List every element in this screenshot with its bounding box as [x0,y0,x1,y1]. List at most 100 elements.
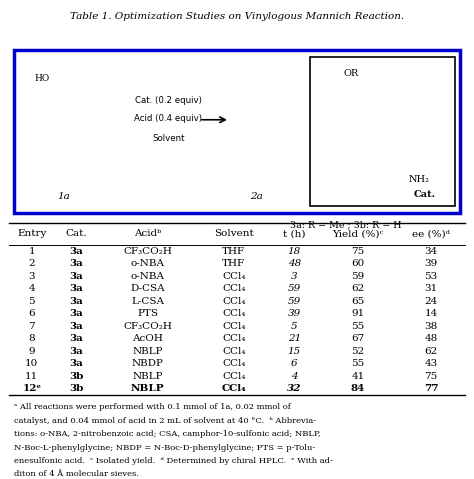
Text: 8: 8 [28,334,35,343]
Text: 41: 41 [351,372,365,381]
Text: 9: 9 [28,347,35,356]
Text: o-NBA: o-NBA [131,272,165,281]
Text: 14: 14 [425,309,438,319]
Text: 24: 24 [425,297,438,306]
Text: 21: 21 [288,334,301,343]
Text: 3b: 3b [69,385,83,393]
Text: CCl₄: CCl₄ [221,385,246,393]
Text: PTS: PTS [137,309,158,319]
Text: 3a: 3a [69,260,83,269]
Text: NBLP: NBLP [131,385,164,393]
Text: 3a: 3a [69,359,83,368]
Text: CCl₄: CCl₄ [222,359,246,368]
Text: 34: 34 [425,247,438,256]
Text: 11: 11 [25,372,38,381]
Text: Acid (0.4 equiv): Acid (0.4 equiv) [134,114,202,123]
Text: enesulfonic acid.  ᶜ Isolated yield.  ᵈ Determined by chiral HPLC.  ᵉ With ad-: enesulfonic acid. ᶜ Isolated yield. ᵈ De… [14,457,333,465]
Text: 52: 52 [351,347,365,356]
Text: NBLP: NBLP [133,347,163,356]
Text: CCl₄: CCl₄ [222,297,246,306]
Text: 67: 67 [351,334,365,343]
Text: 59: 59 [351,272,365,281]
Text: 38: 38 [425,322,438,331]
Text: ee (%)ᵈ: ee (%)ᵈ [412,229,450,239]
Text: t (h): t (h) [283,229,306,239]
Text: Cat.: Cat. [65,229,87,239]
Text: CCl₄: CCl₄ [222,272,246,281]
Text: NBDP: NBDP [132,359,164,368]
Text: 12ᵉ: 12ᵉ [22,385,41,393]
Text: 5: 5 [28,297,35,306]
Text: N-Boc-L-phenylglycine; NBDP = N-Boc-D-phenylglycine; PTS = p-Tolu-: N-Boc-L-phenylglycine; NBDP = N-Boc-D-ph… [14,444,316,452]
Text: Yield (%)ᶜ: Yield (%)ᶜ [332,229,383,239]
Text: 3a: 3a [69,285,83,294]
Text: 60: 60 [351,260,365,269]
Text: 2a: 2a [250,192,262,201]
Text: 39: 39 [288,309,301,319]
Text: 3: 3 [28,272,35,281]
Text: Acidᵇ: Acidᵇ [134,229,162,239]
Text: 62: 62 [351,285,365,294]
Text: 43: 43 [425,359,438,368]
Text: 3a: 3a [69,322,83,331]
Text: 3a: 3a [69,309,83,319]
Text: 55: 55 [351,322,365,331]
Text: 1a: 1a [58,192,70,201]
Text: 3a: R = Me ; 3b: R = H: 3a: R = Me ; 3b: R = H [290,220,402,229]
Text: 62: 62 [425,347,438,356]
Text: OR: OR [343,69,358,79]
Text: 32: 32 [287,385,301,393]
Text: catalyst, and 0.04 mmol of acid in 2 mL of solvent at 40 °C.  ᵇ Abbrevia-: catalyst, and 0.04 mmol of acid in 2 mL … [14,417,316,425]
Text: CCl₄: CCl₄ [222,372,246,381]
Text: 84: 84 [351,385,365,393]
Text: L-CSA: L-CSA [131,297,164,306]
Text: 55: 55 [351,359,365,368]
Text: NH₂: NH₂ [409,175,430,184]
Text: 5: 5 [291,322,298,331]
Text: Cat.: Cat. [413,190,435,199]
Text: AcOH: AcOH [132,334,164,343]
Text: 3: 3 [291,272,298,281]
Text: ᵃ All reactions were performed with 0.1 mmol of 1a, 0.02 mmol of: ᵃ All reactions were performed with 0.1 … [14,403,291,411]
Text: NBLP: NBLP [133,372,163,381]
Text: 2: 2 [28,260,35,269]
Text: 7: 7 [28,322,35,331]
Text: THF: THF [222,247,246,256]
Text: CF₃CO₂H: CF₃CO₂H [123,247,173,256]
Text: D-CSA: D-CSA [131,285,165,294]
Text: 75: 75 [351,247,365,256]
Text: CCl₄: CCl₄ [222,322,246,331]
Text: 75: 75 [425,372,438,381]
Text: 6: 6 [291,359,298,368]
FancyBboxPatch shape [310,57,455,206]
Text: Cat. (0.2 equiv): Cat. (0.2 equiv) [135,96,202,105]
Text: 3a: 3a [69,272,83,281]
Text: 3a: 3a [69,297,83,306]
Text: CCl₄: CCl₄ [222,285,246,294]
Text: 6: 6 [28,309,35,319]
Text: Solvent: Solvent [214,229,254,239]
Text: 18: 18 [288,247,301,256]
Text: 39: 39 [425,260,438,269]
Text: Table 1. Optimization Studies on Vinylogous Mannich Reaction.: Table 1. Optimization Studies on Vinylog… [70,12,404,21]
Text: 53: 53 [425,272,438,281]
Text: 65: 65 [351,297,365,306]
Text: diton of 4 Å molecular sieves.: diton of 4 Å molecular sieves. [14,470,139,479]
Text: 91: 91 [351,309,365,319]
Text: 3b: 3b [69,372,83,381]
Text: CF₃CO₂H: CF₃CO₂H [123,322,173,331]
Text: 3a: 3a [69,247,83,256]
Text: 31: 31 [425,285,438,294]
Text: Entry: Entry [17,229,46,239]
Text: 1: 1 [28,247,35,256]
Text: 4: 4 [28,285,35,294]
Text: 3a: 3a [69,347,83,356]
Text: 4: 4 [291,372,298,381]
Text: HO: HO [35,74,50,83]
Text: tions: o-NBA, 2-nitrobenzoic acid; CSA, camphor-10-sulfonic acid; NBLP,: tions: o-NBA, 2-nitrobenzoic acid; CSA, … [14,430,321,438]
Text: 59: 59 [288,297,301,306]
Text: CCl₄: CCl₄ [222,347,246,356]
Text: 3a: 3a [69,334,83,343]
Text: THF: THF [222,260,246,269]
Text: CCl₄: CCl₄ [222,334,246,343]
